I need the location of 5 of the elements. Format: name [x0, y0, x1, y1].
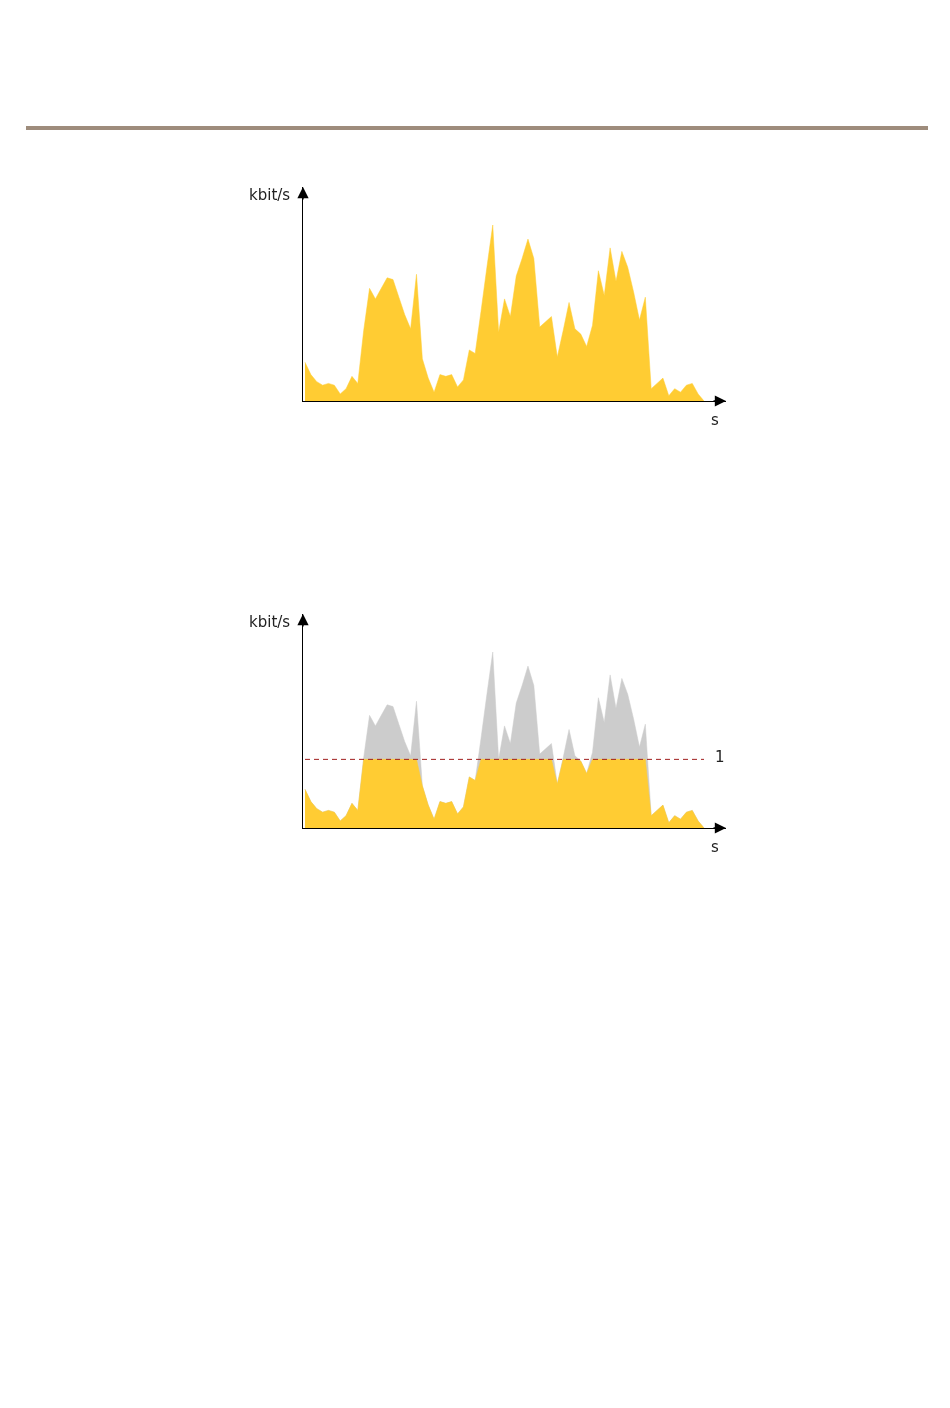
- y-axis-title: kbit/s: [249, 613, 291, 631]
- x-axis-title: s: [711, 838, 719, 856]
- x-axis-title: s: [711, 411, 719, 429]
- text: 1: [715, 748, 725, 766]
- y-axis-title: kbit/s: [249, 186, 291, 204]
